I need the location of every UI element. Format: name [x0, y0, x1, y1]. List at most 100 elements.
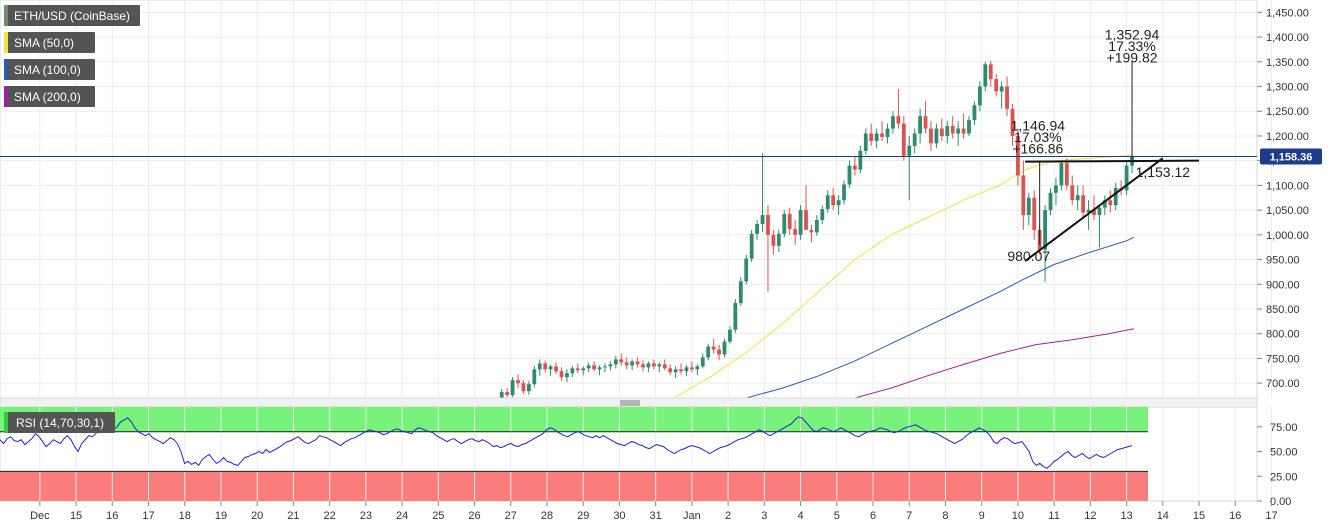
candle-body [923, 116, 928, 129]
candle-body [901, 123, 906, 156]
legend-swatch [4, 5, 8, 26]
last-price-label: 1,158.36 [1270, 152, 1313, 164]
candle-body [543, 363, 548, 370]
price-y-axis: 700.00 750.00 800.00 850.00 900.00 950.00 1,00… [1257, 7, 1309, 390]
candle-body [1075, 195, 1080, 201]
candle-body [499, 392, 504, 399]
legend-label: SMA (100,0) [14, 63, 81, 77]
last-price-badge: 1,158.36 [1260, 148, 1322, 165]
candle-body [1048, 192, 1053, 211]
x-tick-label: 26 [468, 510, 480, 522]
chart-annotation: 1,153.12 [1136, 164, 1191, 180]
candle-body [1097, 207, 1102, 216]
candle-body [581, 368, 586, 371]
x-tick-label: 15 [70, 510, 82, 522]
panel-splitter-grip-icon [620, 400, 640, 406]
legend-item[interactable] [4, 5, 140, 26]
x-tick-label: 15 [1193, 510, 1205, 522]
candle-body [722, 341, 727, 355]
candle-body [532, 369, 537, 385]
x-tick-label: 9 [979, 510, 985, 522]
rsi-legend-item[interactable] [4, 412, 115, 433]
y-tick-label: 850.00 [1266, 304, 1300, 316]
y-tick-label: 1,300.00 [1266, 82, 1309, 94]
candle-body [1010, 108, 1015, 136]
candle-body [603, 366, 607, 368]
candle-body [842, 184, 846, 201]
candle-body [825, 195, 830, 210]
candle-body [798, 210, 803, 235]
candle-body [689, 367, 694, 370]
candle-body [863, 133, 868, 151]
chart-annotation: 980.07 [1007, 248, 1050, 264]
candle-body [668, 368, 673, 373]
candle-body [651, 363, 656, 367]
candle-body [1032, 197, 1037, 230]
x-tick-label: 19 [215, 510, 227, 522]
legend-swatch [4, 32, 8, 53]
candle-body [1005, 86, 1009, 109]
candle-body [1124, 165, 1129, 191]
candle-body [630, 361, 635, 366]
x-tick-label: 5 [834, 510, 840, 522]
rsi-y-tick-label: 0.00 [1270, 496, 1291, 508]
trendlines [1024, 60, 1200, 262]
rsi-legend: RSI (14,70,30,1) [4, 412, 115, 433]
x-tick-label: 2 [725, 510, 731, 522]
rsi-y-tick-label: 75.00 [1270, 422, 1298, 434]
x-tick-label: 28 [541, 510, 553, 522]
x-tick-label: 22 [324, 510, 336, 522]
x-tick-label: 30 [613, 510, 625, 522]
candle-body [956, 128, 961, 134]
legend-item[interactable] [4, 32, 95, 53]
y-tick-label: 1,000.00 [1266, 230, 1309, 242]
candle-body [934, 128, 939, 144]
candle-body [510, 380, 515, 396]
candle-body [1070, 185, 1075, 201]
x-tick-label: Jan [683, 510, 701, 522]
x-tick-label: 18 [179, 510, 191, 522]
y-tick-label: 950.00 [1266, 255, 1300, 267]
candle-body [994, 79, 999, 92]
rsi-legend-label: RSI (14,70,30,1) [16, 416, 104, 430]
x-tick-label: 13 [1120, 510, 1132, 522]
candle-body [717, 349, 721, 355]
candle-body [613, 359, 618, 365]
chart-annotation: +166.86 [1012, 140, 1063, 156]
legend-item[interactable] [4, 86, 95, 107]
x-tick-label: 17 [1265, 510, 1277, 522]
x-tick-label: 24 [396, 510, 408, 522]
x-tick-label: 16 [1229, 510, 1241, 522]
candle-body [695, 366, 700, 370]
candle-body [592, 365, 596, 370]
candle-body [1059, 163, 1064, 186]
rsi-panel: 0.00 25.00 50.00 75.00 RSI (14,70,30,1) [0, 406, 1298, 508]
candle-body [1016, 135, 1020, 176]
y-tick-label: 750.00 [1266, 353, 1300, 365]
y-tick-label: 1,400.00 [1266, 32, 1309, 44]
time-x-axis: Dec 15 16 17 18 19 20 21 22 23 24 25 26 27 28 29 30 31 Jan… [30, 501, 1278, 522]
candle-body [972, 105, 977, 121]
candle-body [744, 258, 749, 282]
y-tick-label: 900.00 [1266, 279, 1300, 291]
x-tick-label: 25 [432, 510, 444, 522]
candle-body [885, 128, 890, 137]
candle-body [988, 64, 993, 80]
candle-body [939, 128, 944, 136]
candle-body [809, 229, 814, 233]
candle-body [880, 133, 884, 137]
x-tick-label: 16 [106, 510, 118, 522]
candle-body [608, 364, 613, 367]
chart-annotation: 1,146.94 [1011, 118, 1066, 134]
candle-body [1102, 200, 1107, 208]
price-legend: ETH/USD (CoinBase) SMA (50,0) SMA (100,0) S… [4, 5, 140, 107]
legend-item[interactable] [4, 59, 95, 80]
candle-body [1021, 175, 1026, 216]
candle-body [945, 126, 950, 136]
x-tick-label: 10 [1012, 510, 1024, 522]
x-tick-label: 8 [942, 510, 948, 522]
candle-body [662, 364, 667, 369]
x-tick-label: 11 [1048, 510, 1059, 522]
